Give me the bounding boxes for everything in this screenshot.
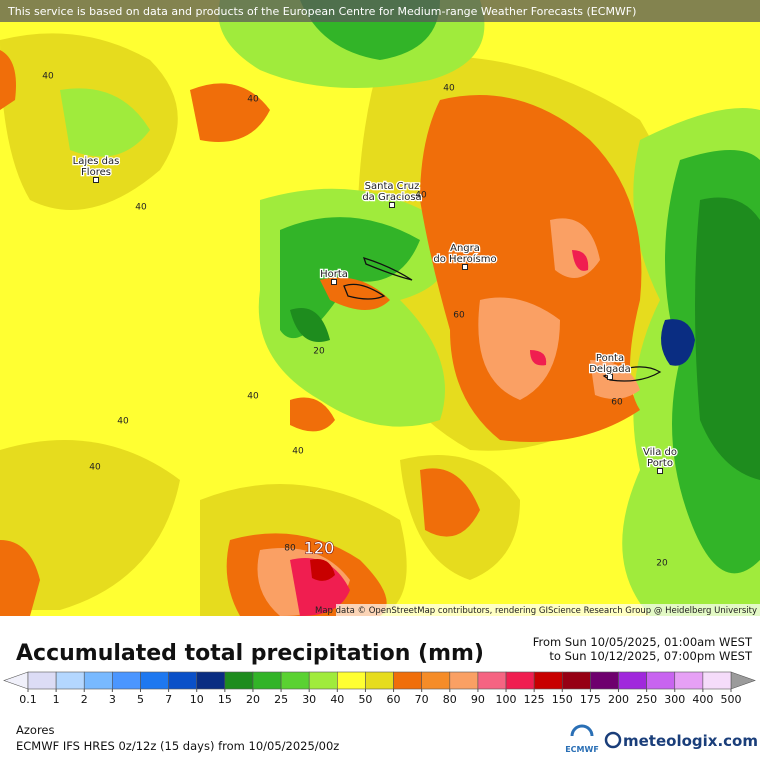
scale-tick-label: 90 [471, 693, 485, 706]
model: ECMWF IFS HRES 0z/12z (15 days) from 10/… [16, 739, 339, 753]
map: This service is based on data and produc… [0, 0, 760, 616]
scale-swatch [477, 671, 507, 690]
place-marker [93, 177, 99, 183]
place-label: da Graciosa [362, 192, 421, 203]
scale-tick-label: 500 [721, 693, 742, 706]
contour-label: 120 [304, 539, 335, 558]
scale-tick-label: 5 [137, 693, 144, 706]
scale-tick-label: 70 [415, 693, 429, 706]
meteologix-text: meteologix.com [623, 732, 758, 750]
scale-swatch [505, 671, 535, 690]
scale-swatch [140, 671, 169, 690]
place-label: Porto [647, 458, 673, 469]
contour-label: 40 [135, 203, 147, 213]
contour-label: 60 [611, 398, 623, 408]
scale-tick-label: 1 [53, 693, 60, 706]
scale-swatch [365, 671, 394, 690]
scale-tick-label: 15 [218, 693, 232, 706]
scale-swatch [533, 671, 563, 690]
scale-swatch [308, 671, 338, 690]
scale-swatch [83, 671, 113, 690]
scale-swatch [449, 671, 479, 690]
contour-label: 60 [453, 311, 465, 321]
contour-label: 40 [292, 447, 304, 457]
contour-label: 40 [89, 463, 101, 473]
scale-tick-label: 25 [274, 693, 288, 706]
meteologix-logo: meteologix.com [604, 731, 758, 750]
attribution: Map data © OpenStreetMap contributors, r… [315, 606, 757, 616]
place-marker [657, 468, 663, 474]
period-start: From Sun 10/05/2025, 01:00am WEST [533, 635, 753, 649]
contour-label: 40 [247, 95, 259, 105]
scale-swatch [618, 671, 647, 690]
region: Azores [16, 723, 54, 737]
title: Accumulated total precipitation (mm) [16, 641, 484, 666]
scale-swatch [196, 671, 226, 690]
place-label: Angra [450, 243, 480, 254]
scale-tick-label: 10 [190, 693, 204, 706]
place-marker [462, 264, 468, 270]
contour-label: 40 [42, 72, 54, 82]
scale-tick-label: 125 [524, 693, 545, 706]
scale-swatch [224, 671, 254, 690]
scale-tick-label: 150 [552, 693, 573, 706]
scale-tick-label: 50 [358, 693, 372, 706]
scale-tick-label: 0.1 [19, 693, 37, 706]
place-label: Vila do [643, 447, 677, 458]
scale-swatch [252, 671, 282, 690]
scale-tick-label: 40 [330, 693, 344, 706]
scale-swatch [27, 671, 57, 690]
contour-label: 20 [313, 347, 325, 357]
scale-tick-label: 20 [246, 693, 260, 706]
banner: This service is based on data and produc… [7, 5, 636, 18]
ecmwf-text: ECMWF [565, 745, 599, 754]
scale-tick-label: 200 [608, 693, 629, 706]
scale-tick-label: 60 [387, 693, 401, 706]
place-label: Lajes das [73, 156, 120, 167]
scale-tick-label: 30 [302, 693, 316, 706]
scale-tick-label: 3 [109, 693, 116, 706]
scale-swatch [280, 671, 310, 690]
contour-label: 80 [284, 544, 296, 554]
place-label: Santa Cruz [365, 181, 420, 192]
place-label: do Heroísmo [433, 253, 496, 265]
place-label: Delgada [589, 364, 631, 375]
scale-swatch [337, 671, 366, 690]
place-marker [331, 279, 337, 285]
scale-swatch [112, 671, 141, 690]
place-label: Flores [81, 167, 111, 178]
scale-swatch [393, 671, 422, 690]
scale-tick-label: 80 [443, 693, 457, 706]
place-label: Horta [320, 269, 348, 280]
scale-tick-label: 250 [636, 693, 657, 706]
scale-swatch [421, 671, 451, 690]
scale-tick-label: 7 [165, 693, 172, 706]
place-marker [389, 202, 395, 208]
contour-label: 40 [247, 392, 259, 402]
place-marker [607, 374, 613, 380]
contour-label: 20 [656, 559, 668, 569]
scale-swatch [674, 671, 704, 690]
scale-swatch [590, 671, 619, 690]
scale-tick-label: 400 [692, 693, 713, 706]
ecmwf-logo: ECMWF [565, 724, 599, 754]
contour-label: 40 [443, 84, 455, 94]
period-end: to Sun 10/12/2025, 07:00pm WEST [549, 649, 753, 663]
scale-swatch [561, 671, 591, 690]
scale-tick-label: 300 [664, 693, 685, 706]
scale-tick-label: 2 [81, 693, 88, 706]
contour-label: 40 [415, 191, 427, 201]
scale-swatch [646, 671, 676, 690]
place-label: Ponta [596, 353, 624, 364]
scale-swatch [55, 671, 85, 690]
scale-tick-label: 100 [496, 693, 517, 706]
scale-swatch [702, 671, 732, 690]
scale-swatch [168, 671, 198, 690]
contour-label: 40 [117, 417, 129, 427]
scale-tick-label: 175 [580, 693, 601, 706]
